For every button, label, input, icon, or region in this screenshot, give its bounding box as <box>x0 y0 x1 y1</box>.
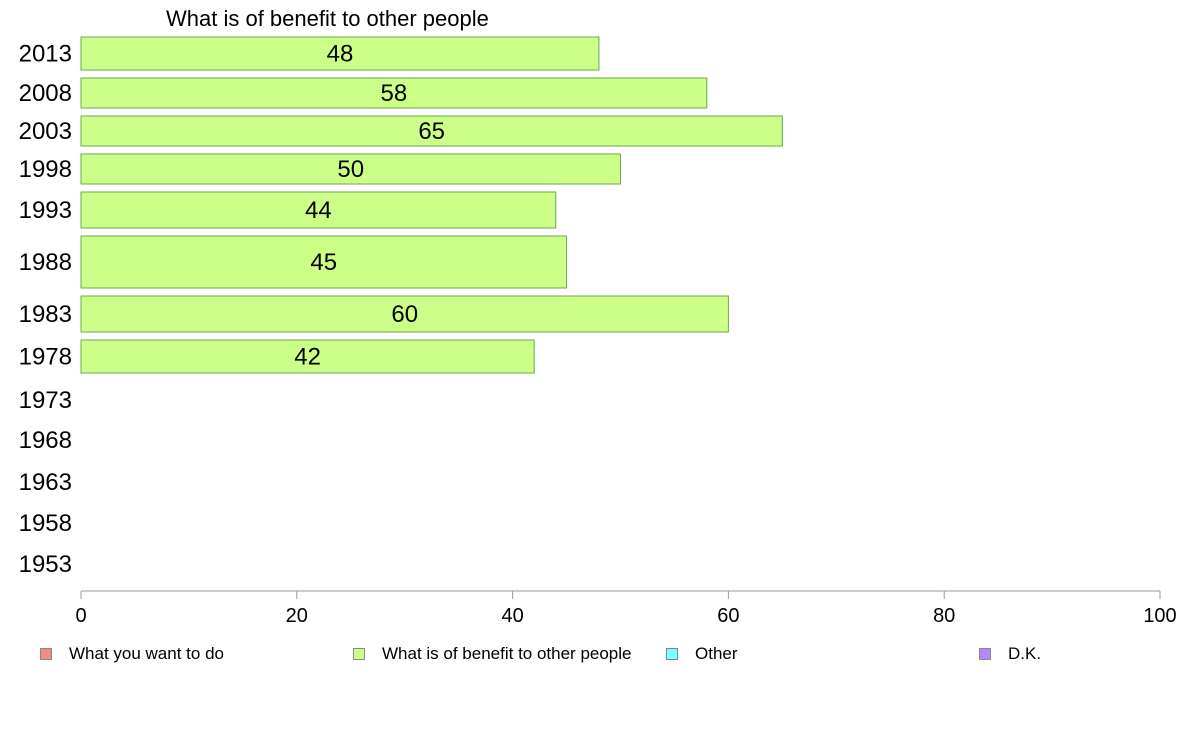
legend-label-other: Other <box>695 644 738 663</box>
data-label: 42 <box>294 344 321 371</box>
legend-label-dk: D.K. <box>1008 644 1042 663</box>
data-label: 45 <box>310 249 337 276</box>
x-tick-label: 100 <box>1143 605 1176 627</box>
legend-swatch-other <box>666 648 678 660</box>
y-tick-label: 1993 <box>19 197 72 224</box>
bar <box>80 191 557 229</box>
y-tick-label: 2003 <box>19 118 72 145</box>
legend-item-want: What you want to do <box>40 644 224 664</box>
x-tick-label: 80 <box>933 605 955 627</box>
y-tick-label: 1978 <box>19 344 72 371</box>
legend: What you want to do What is of benefit t… <box>0 644 1188 668</box>
y-tick-label: 1973 <box>19 387 72 414</box>
data-label: 58 <box>381 80 408 107</box>
x-tick-label: 40 <box>501 605 523 627</box>
bar <box>80 115 783 147</box>
y-tick-label: 1983 <box>19 301 72 328</box>
data-label: 60 <box>391 301 418 328</box>
bar <box>80 295 729 333</box>
data-label: 44 <box>305 197 332 224</box>
y-tick-label: 2013 <box>19 41 72 68</box>
bar <box>80 153 621 185</box>
x-tick-label: 60 <box>717 605 739 627</box>
bar <box>80 339 535 374</box>
data-label: 48 <box>327 41 354 68</box>
y-tick-label: 1963 <box>19 469 72 496</box>
legend-label-want: What you want to do <box>69 644 224 663</box>
y-tick-label: 1998 <box>19 156 72 183</box>
data-label: 50 <box>337 156 364 183</box>
legend-label-benefit: What is of benefit to other people <box>382 644 632 663</box>
bar <box>80 77 708 109</box>
y-tick-label: 1968 <box>19 427 72 454</box>
y-tick-label: 1953 <box>19 551 72 578</box>
data-label: 65 <box>418 118 445 145</box>
legend-item-other: Other <box>666 644 738 664</box>
y-tick-label: 1958 <box>19 510 72 537</box>
y-tick-label: 1988 <box>19 249 72 276</box>
x-tick-label: 0 <box>75 605 86 627</box>
bar <box>80 235 568 289</box>
legend-swatch-benefit <box>353 648 365 660</box>
legend-item-benefit: What is of benefit to other people <box>353 644 632 664</box>
chart-title: What is of benefit to other people <box>166 6 489 31</box>
bar <box>80 36 600 71</box>
bar-chart: 0 20 40 60 80 100 2013 48 2008 58 2003 65 1998 50 1993… <box>19 36 1177 627</box>
legend-swatch-want <box>40 648 52 660</box>
legend-item-dk: D.K. <box>979 644 1041 664</box>
legend-swatch-dk <box>979 648 991 660</box>
x-tick-label: 20 <box>286 605 308 627</box>
y-tick-label: 2008 <box>19 80 72 107</box>
